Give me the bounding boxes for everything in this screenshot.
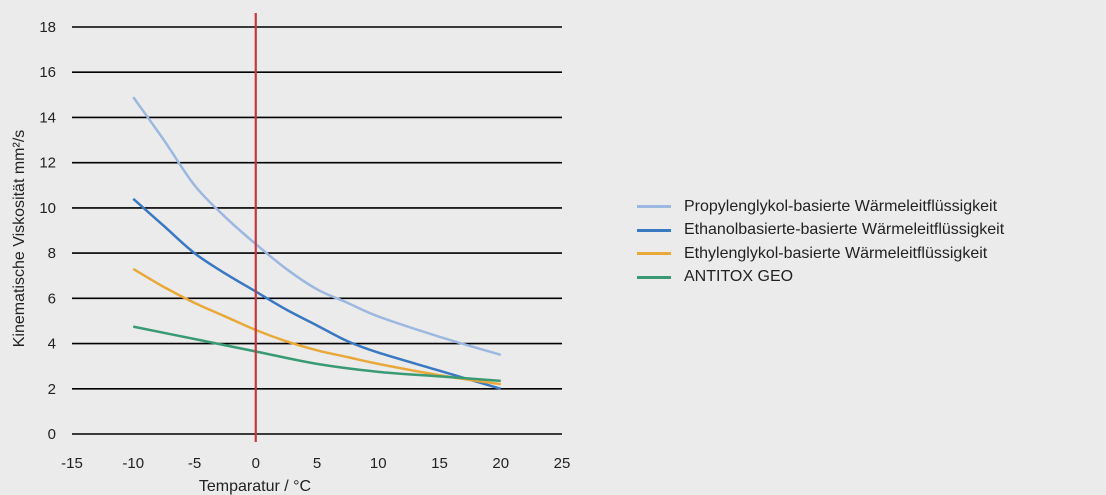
- y-tick-labels: 0 2 4 6 8 10 12 14 16 18: [39, 19, 56, 443]
- x-tick-label: -5: [188, 455, 201, 472]
- x-tick-labels: -15 -10 -5 0 5 10 15 20 25: [61, 455, 570, 472]
- legend-swatch: [637, 275, 671, 279]
- x-tick-label: 15: [431, 455, 448, 472]
- series-line: [132, 96, 502, 357]
- x-tick-label: 10: [370, 455, 387, 472]
- y-axis-title: Kinematische Viskosität mm²/s: [11, 130, 28, 348]
- legend-label: Ethylenglykol-basierte Wärmeleitflüssigk…: [684, 244, 988, 262]
- y-tick-label: 2: [48, 381, 56, 398]
- legend-label: Propylenglykol-basierte Wärmeleitflüssig…: [684, 197, 998, 215]
- grid-lines: [72, 26, 562, 435]
- series-line: [132, 267, 501, 386]
- series-line: [133, 325, 501, 383]
- x-tick-label: 20: [492, 455, 509, 472]
- legend: Propylenglykol-basierte Wärmeleitflüssig…: [637, 195, 1004, 289]
- y-tick-label: 0: [48, 426, 56, 443]
- x-tick-label: 25: [554, 455, 571, 472]
- y-tick-label: 8: [48, 245, 56, 262]
- legend-item: Ethylenglykol-basierte Wärmeleitflüssigk…: [637, 242, 1004, 266]
- y-tick-label: 18: [39, 19, 56, 36]
- x-tick-label: -15: [61, 455, 83, 472]
- y-tick-label: 4: [48, 336, 56, 353]
- y-tick-label: 10: [39, 200, 56, 217]
- legend-item: Ethanolbasierte-basierte Wärmeleitflüssi…: [637, 219, 1004, 243]
- legend-label: Ethanolbasierte-basierte Wärmeleitflüssi…: [684, 221, 1005, 239]
- x-tick-label: 5: [313, 455, 321, 472]
- legend-swatch: [637, 252, 671, 256]
- x-tick-label: -10: [122, 455, 144, 472]
- series-line: [132, 197, 502, 390]
- x-axis-title: Temparatur / °C: [199, 478, 311, 495]
- legend-item: Propylenglykol-basierte Wärmeleitflüssig…: [637, 195, 1004, 219]
- legend-swatch: [637, 228, 671, 232]
- x-tick-label: 0: [252, 455, 260, 472]
- y-tick-label: 6: [48, 290, 56, 307]
- legend-label: ANTITOX GEO: [684, 268, 794, 286]
- y-tick-label: 12: [39, 155, 56, 172]
- legend-item: ANTITOX GEO: [637, 266, 1004, 290]
- y-tick-label: 14: [39, 109, 56, 126]
- legend-swatch: [637, 205, 671, 209]
- y-tick-label: 16: [39, 64, 56, 81]
- series-group: [132, 96, 502, 390]
